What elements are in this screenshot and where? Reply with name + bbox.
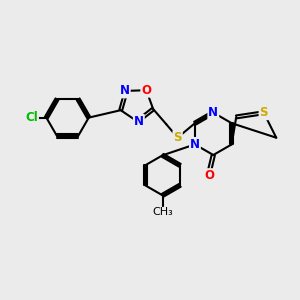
Text: S: S xyxy=(173,131,182,144)
Text: N: N xyxy=(208,106,218,119)
Text: N: N xyxy=(190,138,200,151)
Text: CH₃: CH₃ xyxy=(152,207,173,218)
Text: Cl: Cl xyxy=(25,111,38,124)
Text: N: N xyxy=(134,115,144,128)
Text: S: S xyxy=(260,106,268,119)
Text: O: O xyxy=(205,169,215,182)
Text: O: O xyxy=(141,84,151,97)
Text: N: N xyxy=(120,84,130,98)
